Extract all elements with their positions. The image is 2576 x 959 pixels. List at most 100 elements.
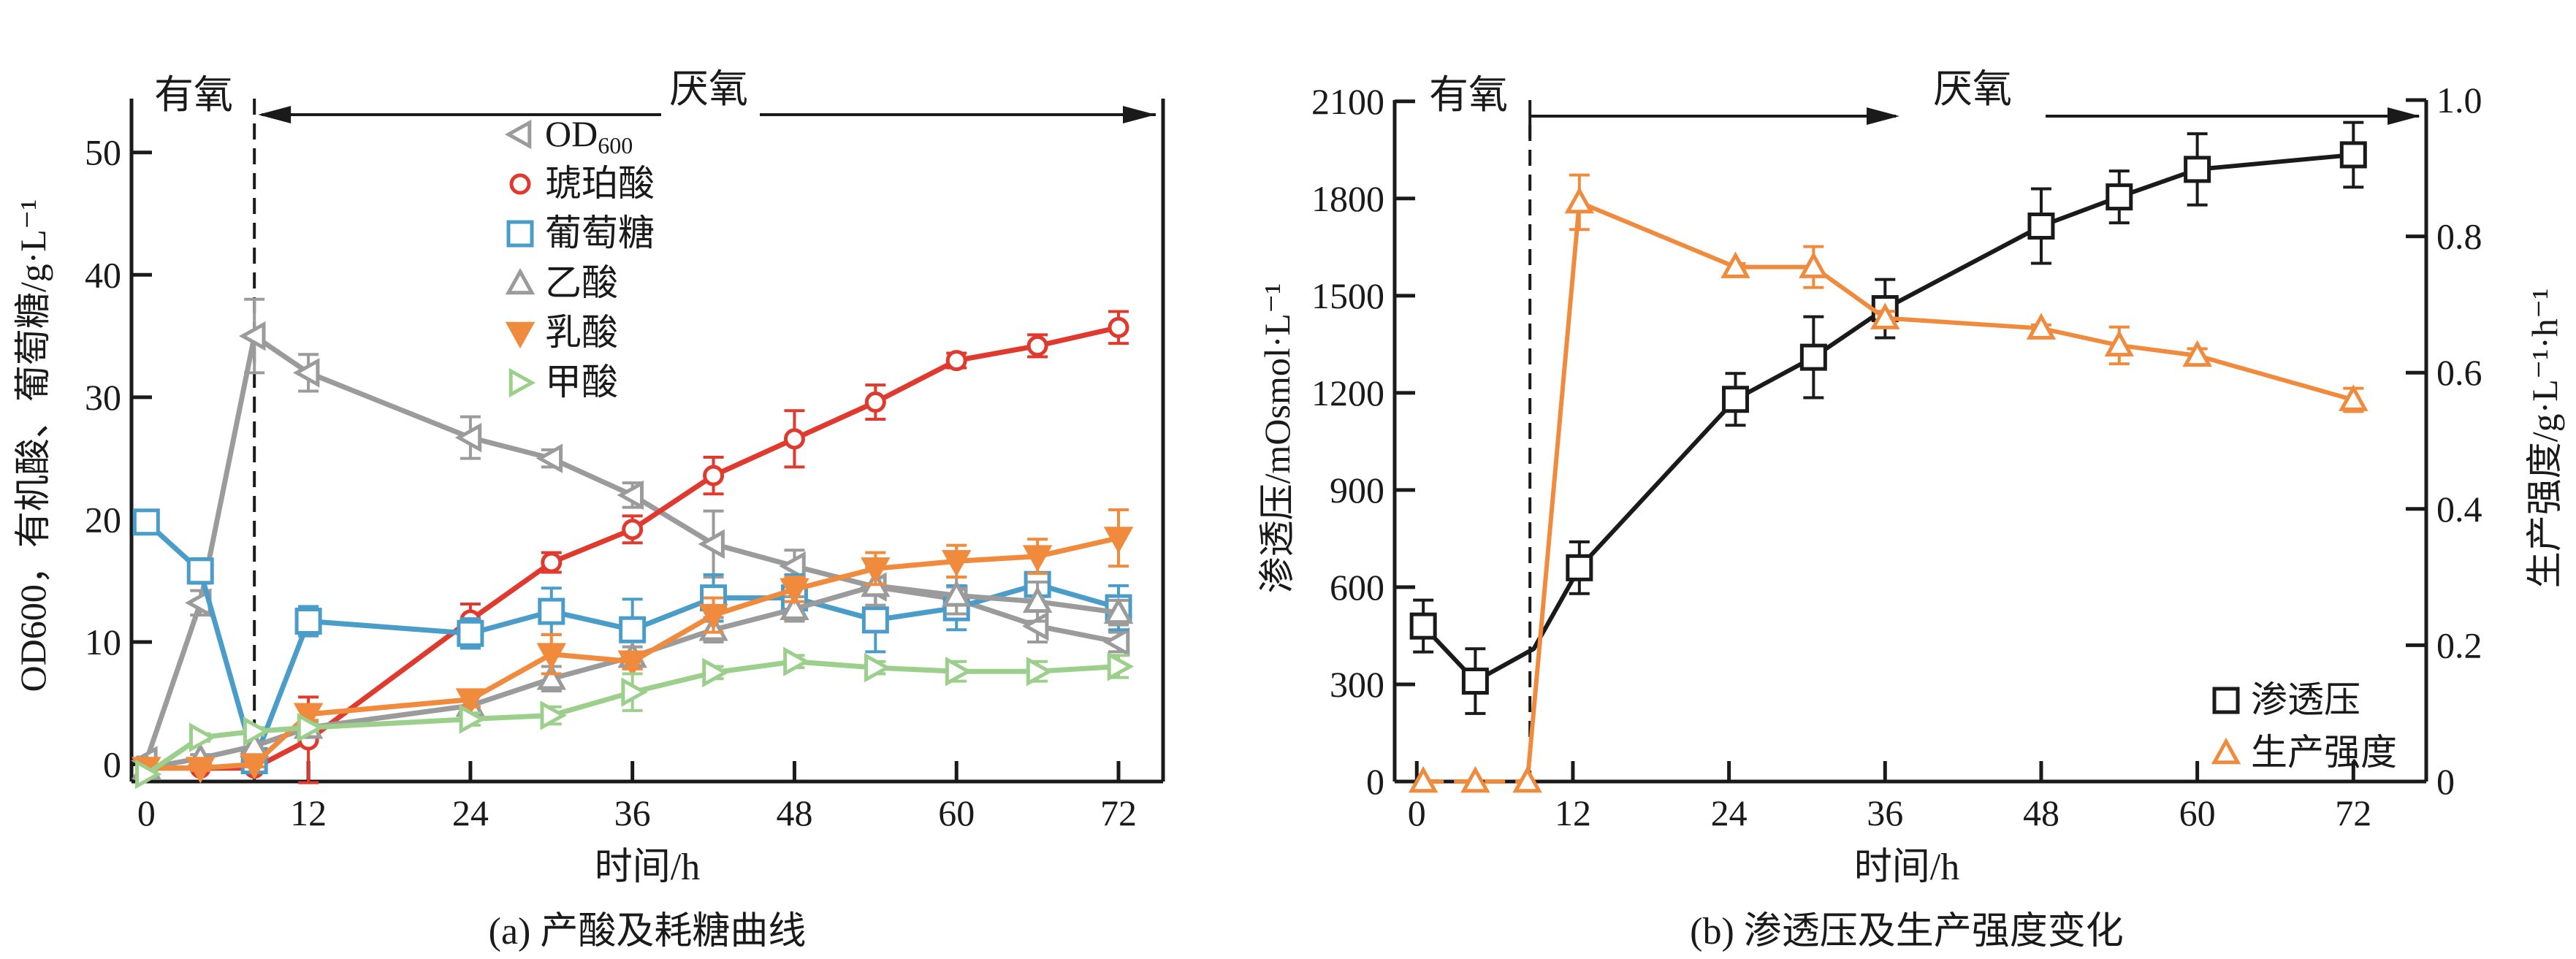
legend-item: OD600 — [504, 113, 633, 158]
data-point — [541, 551, 563, 573]
data-point — [861, 606, 889, 634]
legend-marker-triangle-left-icon — [504, 119, 532, 150]
y-tick-label: 900 — [1330, 470, 1384, 511]
legend-item: 渗透压 — [2212, 679, 2360, 720]
chart-b-ylabel: 渗透压/mOsmol·L⁻¹ — [1257, 283, 1297, 594]
legend-marker-triangle-right-icon — [508, 367, 536, 398]
y2-tick-label: 0.2 — [2436, 624, 2482, 665]
y2-tick-label: 0 — [2436, 761, 2455, 802]
chart-a-ylabel: OD600，有机酸、葡萄糖/g·L⁻¹ — [12, 199, 53, 692]
data-point — [1461, 668, 1489, 695]
legend-marker-triangle-up-icon — [2211, 737, 2241, 765]
data-point — [188, 722, 216, 752]
legend-marker-triangle-up-icon — [505, 267, 536, 295]
data-point — [780, 593, 809, 621]
anaerobic-label-b: 厌氧 — [1933, 67, 2012, 111]
data-point — [2339, 141, 2367, 169]
legend-item: 乙酸 — [505, 262, 618, 303]
data-point — [132, 508, 160, 536]
series-2 — [135, 310, 1129, 784]
series-5 — [132, 508, 1134, 784]
legend-label: 渗透压 — [2251, 679, 2360, 720]
data-point — [457, 619, 484, 647]
data-point — [1512, 765, 1542, 793]
arrow-1-head — [1867, 107, 1899, 125]
series-1 — [1409, 121, 2367, 715]
data-point — [698, 529, 725, 559]
data-point — [945, 350, 967, 372]
x-tick-label: 24 — [1711, 792, 1748, 833]
data-point — [1408, 765, 1438, 793]
x-tick-label: 48 — [776, 792, 812, 833]
y-tick-label: 600 — [1330, 567, 1384, 608]
data-point — [2184, 156, 2211, 183]
y-tick-label: 300 — [1330, 664, 1384, 705]
y-tick-label: 30 — [85, 377, 121, 418]
data-point — [239, 753, 270, 780]
series-line — [1421, 152, 2354, 684]
data-point — [1026, 335, 1048, 356]
data-point — [536, 663, 567, 690]
data-point — [1107, 652, 1135, 681]
data-point — [1564, 186, 1595, 214]
data-point — [783, 428, 805, 450]
data-point — [1026, 656, 1053, 687]
data-point — [239, 321, 266, 351]
aerobic-label-a: 有氧 — [154, 73, 233, 117]
x-tick-label: 0 — [137, 792, 156, 833]
data-point — [783, 646, 810, 677]
data-point — [941, 580, 972, 607]
legend-item: 生产强度 — [2211, 732, 2397, 773]
data-point — [1409, 612, 1437, 640]
legend-marker-square-icon — [506, 220, 534, 248]
x-tick-label: 0 — [1408, 792, 1426, 833]
x-tick-label: 24 — [452, 792, 489, 833]
data-point — [1799, 251, 1829, 278]
legend-item: 乳酸 — [505, 312, 618, 353]
data-point — [941, 550, 972, 577]
data-point — [617, 480, 644, 511]
x-tick-label: 12 — [1555, 792, 1591, 833]
arrow-2-head — [2388, 107, 2420, 125]
data-point — [945, 656, 972, 687]
data-point — [703, 465, 725, 486]
chart-a-caption: (a) 产酸及耗糖曲线 — [489, 911, 807, 952]
x-tick-label: 48 — [2023, 792, 2059, 833]
data-point — [1108, 316, 1129, 338]
data-point — [1799, 343, 1827, 371]
y-tick-label: 1500 — [1311, 275, 1384, 316]
series-2 — [1408, 173, 2369, 793]
legend-marker-circle-icon — [509, 173, 531, 195]
data-point — [861, 557, 891, 584]
data-point — [864, 391, 886, 413]
data-point — [780, 578, 809, 605]
data-point — [1103, 527, 1134, 554]
legend-item: 葡萄糖 — [506, 213, 655, 253]
data-point — [2026, 313, 2057, 340]
legend-label: OD600 — [545, 113, 633, 158]
legend-marker-square-icon — [2212, 687, 2240, 714]
chart-b-caption: (b) 渗透压及生产强度变化 — [1690, 911, 2124, 952]
legend-item: 琥珀酸 — [509, 163, 655, 204]
y-tick-label: 20 — [85, 499, 121, 540]
x-tick-label: 36 — [1867, 792, 1903, 833]
y2-tick-label: 0.8 — [2436, 216, 2482, 257]
data-point — [455, 688, 486, 715]
y2-tick-label: 0.4 — [2436, 489, 2482, 530]
arrow-right-head — [1123, 106, 1156, 123]
chart-b: (b) 渗透压及生产强度变化 时间/h 渗透压/mOsmol·L⁻¹ 生产强度/… — [1257, 67, 2565, 952]
data-point — [621, 677, 648, 707]
y2-tick-label: 0.6 — [2436, 352, 2482, 393]
data-point — [2104, 329, 2135, 357]
y-tick-label: 40 — [85, 254, 121, 295]
data-point — [1022, 586, 1053, 613]
data-point — [1103, 597, 1134, 624]
legend-item: 甲酸 — [508, 362, 618, 402]
data-point — [1022, 545, 1053, 572]
data-point — [292, 358, 320, 388]
legend-label: 乙酸 — [545, 262, 618, 303]
x-tick-label: 72 — [1100, 792, 1137, 833]
anaerobic-label-a: 厌氧 — [669, 67, 748, 111]
